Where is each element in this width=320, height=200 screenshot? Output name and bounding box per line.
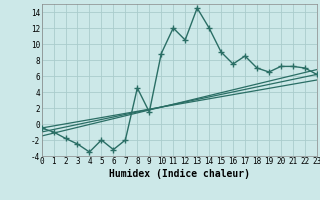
- X-axis label: Humidex (Indice chaleur): Humidex (Indice chaleur): [109, 169, 250, 179]
